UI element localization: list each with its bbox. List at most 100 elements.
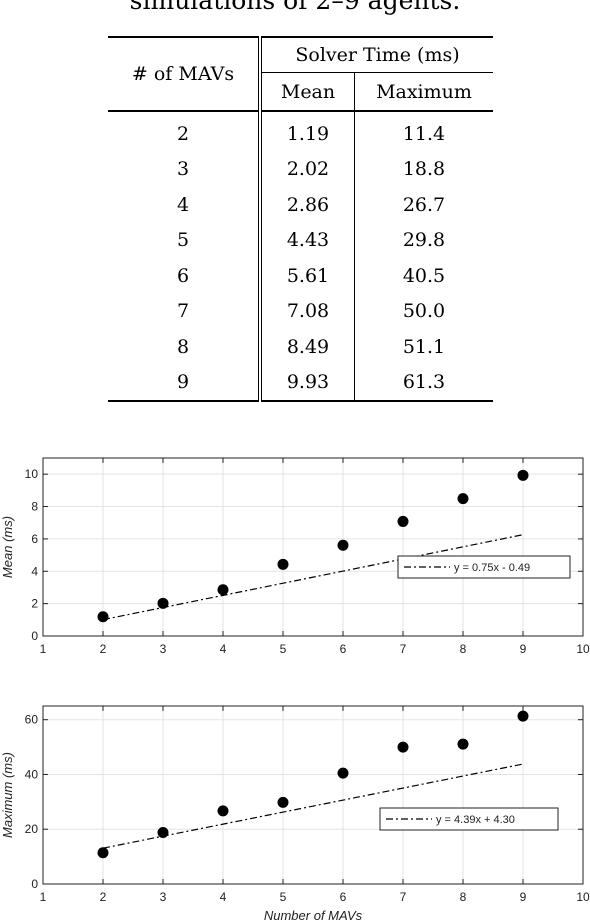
table-row: 7 7.08 50.0 bbox=[108, 293, 493, 329]
data-point bbox=[517, 469, 529, 481]
cell-mean: 8.49 bbox=[260, 329, 355, 365]
x-tick-label: 8 bbox=[460, 642, 467, 656]
cell-agents: 4 bbox=[108, 187, 262, 223]
cell-mean: 9.93 bbox=[260, 364, 355, 402]
legend-box bbox=[397, 555, 571, 579]
data-point bbox=[217, 584, 229, 596]
y-tick-label: 8 bbox=[31, 500, 38, 514]
cell-agents: 6 bbox=[108, 258, 262, 294]
data-point bbox=[157, 827, 169, 839]
cell-mean: 7.08 bbox=[260, 293, 355, 329]
cell-max: 11.4 bbox=[402, 122, 446, 145]
y-tick-label: 4 bbox=[31, 564, 38, 578]
cell-max: 50.0 bbox=[402, 300, 446, 323]
data-point bbox=[157, 597, 169, 609]
x-tick-label: 3 bbox=[160, 642, 167, 656]
x-tick-label: 5 bbox=[280, 890, 287, 904]
data-point bbox=[337, 539, 349, 551]
plot-area-border bbox=[42, 457, 584, 637]
x-tick-label: 9 bbox=[520, 890, 527, 904]
legend-box bbox=[379, 807, 559, 831]
x-axis-label: Number of MAVs bbox=[264, 908, 363, 923]
y-axis-label: Maximum (ms) bbox=[0, 752, 15, 838]
cell-agents: 8 bbox=[108, 329, 262, 365]
table-row: 6 5.61 40.5 bbox=[108, 258, 493, 294]
x-tick-label: 4 bbox=[220, 890, 227, 904]
cell-mean: 2.86 bbox=[260, 187, 355, 223]
data-point bbox=[457, 493, 469, 505]
data-point bbox=[97, 847, 109, 859]
cell-mean: 4.43 bbox=[260, 222, 355, 258]
table-row: 2 1.19 11.4 bbox=[108, 111, 493, 152]
data-point bbox=[217, 805, 229, 817]
y-tick-label: 10 bbox=[25, 467, 39, 481]
data-point bbox=[457, 738, 469, 750]
cell-max: 18.8 bbox=[402, 158, 446, 181]
legend-label: y = 0.75x - 0.49 bbox=[454, 562, 530, 574]
x-tick-label: 10 bbox=[576, 890, 590, 904]
chart-1: 1 2 3 4 5 6 7 8 9 10 0 2 4 6 8 10 Mean (ms) y = 0.75x - 0… bbox=[0, 457, 590, 656]
y-tick-label: 0 bbox=[31, 629, 38, 643]
table-row: 4 2.86 26.7 bbox=[108, 187, 493, 223]
header-mean: Mean bbox=[260, 72, 355, 113]
cell-max: 61.3 bbox=[354, 364, 493, 402]
x-tick-label: 6 bbox=[340, 642, 347, 656]
y-tick-label: 60 bbox=[25, 713, 39, 727]
data-point bbox=[517, 710, 529, 722]
y-tick-label: 2 bbox=[31, 597, 38, 611]
y-tick-label: 40 bbox=[25, 767, 39, 781]
table-row: 9 9.93 61.3 bbox=[108, 364, 493, 402]
table-row: 5 4.43 29.8 bbox=[108, 222, 493, 258]
cell-mean: 5.61 bbox=[260, 258, 355, 294]
cell-agents: 3 bbox=[108, 151, 262, 187]
cell-agents: 7 bbox=[108, 293, 262, 329]
y-tick-label: 0 bbox=[31, 877, 38, 891]
table-caption: simulations of 2–9 agents. bbox=[129, 0, 461, 15]
data-point bbox=[397, 741, 409, 753]
data-point bbox=[397, 515, 409, 527]
x-tick-label: 8 bbox=[460, 890, 467, 904]
legend-label: y = 4.39x + 4.30 bbox=[436, 814, 515, 826]
fit-line bbox=[102, 534, 524, 621]
x-tick-label: 9 bbox=[520, 642, 527, 656]
x-tick-label: 10 bbox=[576, 642, 590, 656]
cell-mean: 2.02 bbox=[260, 151, 355, 187]
y-tick-label: 20 bbox=[25, 822, 39, 836]
cell-max: 40.5 bbox=[402, 264, 446, 287]
x-tick-label: 1 bbox=[40, 642, 47, 656]
cell-max: 51.1 bbox=[402, 335, 446, 358]
cell-agents: 5 bbox=[108, 222, 262, 258]
data-point bbox=[277, 558, 289, 570]
y-tick-label: 6 bbox=[31, 532, 38, 546]
header-max: Maximum bbox=[354, 72, 493, 113]
x-tick-label: 4 bbox=[220, 642, 227, 656]
data-point bbox=[277, 796, 289, 808]
cell-max: 29.8 bbox=[402, 229, 446, 252]
cell-agents: 9 bbox=[108, 364, 262, 402]
x-tick-label: 6 bbox=[340, 890, 347, 904]
table-subheader-row: Mean Maximum bbox=[108, 72, 493, 113]
fit-line bbox=[102, 763, 524, 849]
data-point bbox=[337, 767, 349, 779]
x-tick-label: 2 bbox=[100, 642, 107, 656]
y-axis-label: Mean (ms) bbox=[0, 516, 15, 578]
x-tick-label: 1 bbox=[40, 890, 47, 904]
cell-max: 26.7 bbox=[402, 193, 446, 216]
x-tick-label: 7 bbox=[400, 642, 407, 656]
x-tick-label: 3 bbox=[160, 890, 167, 904]
data-point bbox=[97, 611, 109, 623]
cell-agents: 2 bbox=[108, 111, 262, 152]
plot-area-border bbox=[42, 705, 584, 885]
table-row: 3 2.02 18.8 bbox=[108, 151, 493, 187]
chart-2: 1 2 3 4 5 6 7 8 9 10 0 20 40 60 Maximum (ms) Number of … bbox=[0, 705, 590, 923]
header-agents: # of MAVs bbox=[108, 36, 262, 112]
table-header-row: # of MAVs Solver Time (ms) bbox=[108, 36, 493, 112]
x-tick-label: 7 bbox=[400, 890, 407, 904]
results-table: # of MAVs Solver Time (ms) Mean Maximum 2 1.1… bbox=[108, 36, 493, 402]
cell-mean: 1.19 bbox=[260, 111, 355, 152]
x-tick-label: 5 bbox=[280, 642, 287, 656]
header-solver-time: Solver Time (ms) bbox=[260, 36, 493, 74]
table-row: 8 8.49 51.1 bbox=[108, 329, 493, 365]
x-tick-label: 2 bbox=[100, 890, 107, 904]
